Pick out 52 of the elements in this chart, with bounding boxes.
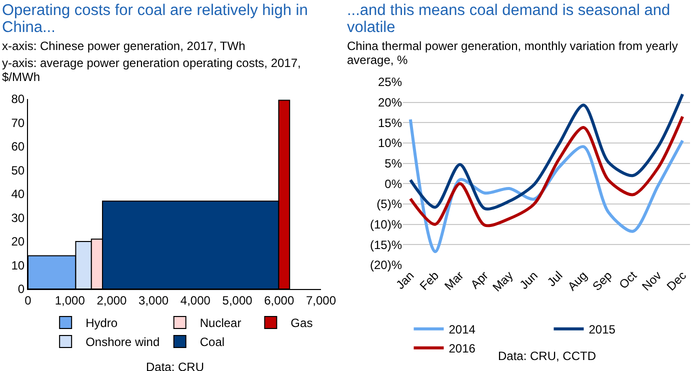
x-tick-label: Jun: [516, 268, 540, 292]
x-tick-label: 1,000: [54, 293, 86, 308]
x-tick-label: 3,000: [138, 293, 169, 308]
y-tick-label: 5%: [384, 156, 402, 171]
y-tick-label: 30: [11, 210, 25, 225]
legend-label: 2014: [448, 322, 476, 337]
y-tick-label: 20: [11, 234, 25, 249]
y-tick-label: 10%: [378, 136, 402, 150]
x-tick-label: Nov: [639, 268, 664, 294]
chart-subtitle: China thermal power generation, monthly variation from yearly average, %: [346, 38, 679, 67]
y-tick-label: (10)%: [370, 218, 402, 232]
y-tick-label: 40: [11, 187, 25, 202]
x-tick-label: Sep: [590, 268, 615, 294]
x-tick-label: Aug: [564, 268, 590, 294]
y-tick-label: 70: [11, 116, 25, 130]
y-tick-label: 50: [11, 163, 25, 178]
y-tick-label: 0%: [384, 176, 402, 191]
chart-title: ...and this means coal demand is seasonal and volatile: [346, 1, 672, 36]
x-tick-label: 5,000: [222, 293, 253, 308]
legend-label: 2015: [588, 322, 616, 337]
x-tick-label: Apr: [468, 268, 492, 292]
x-tick-label: 6,000: [264, 293, 294, 308]
y-axis-title: y-axis: average power generation operating costs, 2017, $/MWh: [1, 55, 302, 84]
y-tick-label: 15%: [378, 116, 402, 130]
x-tick-label: Feb: [416, 268, 442, 293]
y-tick-label: 25%: [378, 75, 402, 90]
x-tick-label: 4,000: [180, 293, 211, 308]
chart-title: Operating costs for coal are relatively high in China...: [1, 1, 309, 36]
legend-label: Onshore wind: [86, 335, 160, 350]
legend-label: Coal: [200, 335, 225, 350]
y-tick-label: 60: [11, 140, 25, 154]
x-tick-label: May: [490, 268, 516, 294]
x-tick-label: Dec: [664, 268, 689, 294]
line-series: [408, 115, 684, 228]
legend-label: Hydro: [86, 316, 118, 330]
y-tick-label: 10: [11, 258, 25, 272]
y-tick-label: (15)%: [370, 238, 402, 252]
y-tick-label: 20%: [378, 96, 402, 110]
x-tick-label: Oct: [616, 268, 640, 292]
x-axis-title: x-axis: Chinese power generation, 2017, TWh: [1, 38, 246, 53]
legend-label: Gas: [290, 316, 313, 330]
x-tick-label: Mar: [442, 268, 466, 293]
line-series: [408, 92, 684, 210]
x-tick-label: 7,000: [306, 293, 336, 308]
x-tick-label: 2,000: [96, 293, 128, 308]
x-tick-label: Jul: [544, 268, 566, 290]
text: Data: CRU, CCTD: [498, 349, 596, 363]
legend-label: Nuclear: [200, 316, 242, 330]
y-tick-label: 80: [11, 92, 25, 106]
text: Data: CRU: [146, 360, 204, 371]
y-tick-label: (5)%: [376, 197, 402, 212]
legend-label: 2016: [448, 342, 476, 356]
